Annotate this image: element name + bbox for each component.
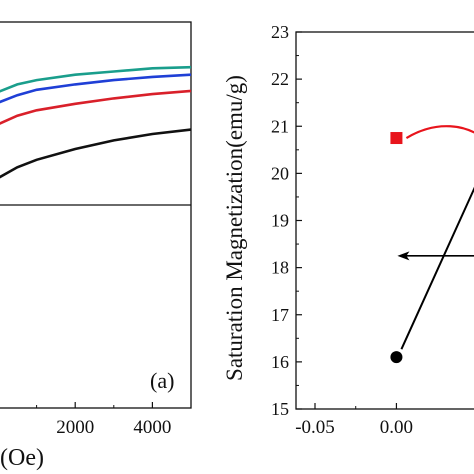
panel-b-ytick-label: 20 [271,163,289,183]
panel-b-xtick-label: -0.05 [295,417,335,438]
panel-a-series-line-3 [0,128,192,179]
panel-b-ylabel: Saturation Magnetization(emu/g) [222,75,247,381]
panel-b-ytick-label: 22 [271,69,289,89]
panel-b-point-circle [390,351,403,364]
panel-b-ytick-label: 15 [271,399,289,419]
panel-a-series-line-2 [0,89,192,125]
panel-a-label: (a) [150,368,174,393]
panel-a-frame [0,21,192,409]
panel-b-points [390,132,403,364]
panel-a-xticks: 2000 4000 [36,402,171,438]
panel-a-series-line-1 [0,73,192,104]
panel-b-ytick-label: 18 [271,258,289,278]
panel-a-xtick-label: 2000 [56,417,94,438]
panel-b-point-square [390,132,403,145]
panel-b-yticks: 15 16 17 18 19 20 21 22 23 [271,22,302,419]
panel-b-ytick-label: 21 [271,116,289,136]
panel-b-ytick-label: 23 [271,22,289,42]
panel-b-arrow-head [397,251,410,261]
panel-a-xlabel: (Oe) [0,445,44,471]
panel-a-series-line-0 [0,65,192,93]
panel-b-ytick-label: 19 [271,211,289,231]
panel-b-black-line [400,186,474,350]
panel-b-annotations [397,125,474,350]
panel-a: 2000 4000 (a) (Oe) [0,21,192,471]
panel-b: Saturation Magnetization(emu/g) 15 16 17 18… [222,22,474,438]
panel-a-series [0,65,192,179]
panel-b-xticks: -0.05 0.00 [295,403,413,438]
panel-b-frame [295,31,474,410]
panel-b-xtick-label: 0.00 [380,417,413,438]
panel-b-ytick-label: 17 [271,305,289,325]
panel-b-red-curve [405,125,474,139]
panel-b-ytick-label: 16 [271,352,289,372]
panel-a-xtick-label: 4000 [133,417,171,438]
